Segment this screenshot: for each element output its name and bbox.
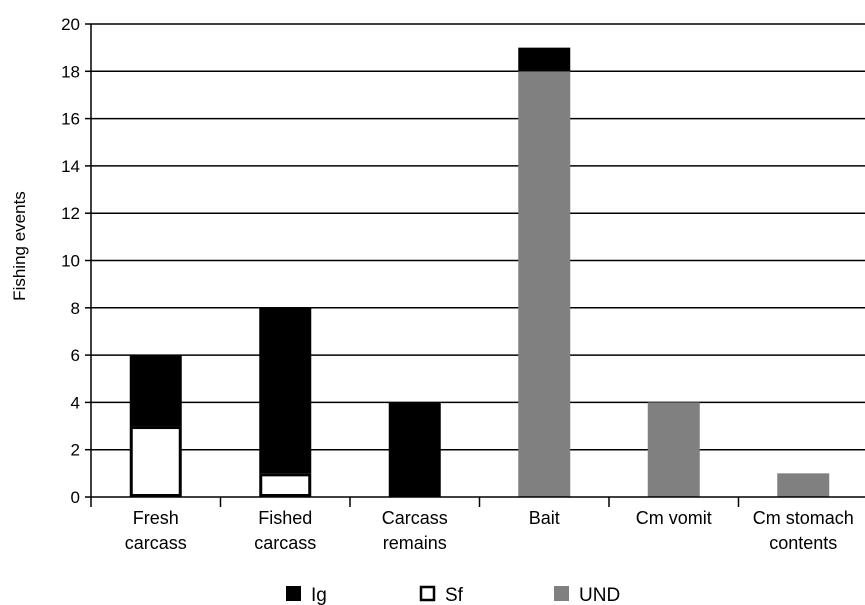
y-tick-label: 4 xyxy=(71,393,80,412)
bars xyxy=(129,47,830,498)
bar-segment-und xyxy=(777,473,830,497)
y-tick-label: 10 xyxy=(61,252,80,271)
legend-label-und: UND xyxy=(579,585,620,605)
category-label: carcass xyxy=(125,533,187,553)
bar-segment-ig xyxy=(518,47,571,72)
y-axis-title: Fishing events xyxy=(10,191,29,301)
bar-segment-ig xyxy=(129,355,182,427)
y-tick-label: 14 xyxy=(61,157,80,176)
y-tick-labels: 0 2 4 6 8 10 12 14 16 18 20 xyxy=(61,15,80,507)
axes xyxy=(85,23,865,507)
y-tick-label: 6 xyxy=(71,346,80,365)
category-label: Carcass xyxy=(382,508,448,528)
y-tick-label: 18 xyxy=(61,62,80,81)
bar-segment-und xyxy=(647,402,700,497)
category-label: Fresh xyxy=(133,508,179,528)
category-label: Fished xyxy=(258,508,312,528)
y-tick-label: 0 xyxy=(71,488,80,507)
legend-swatch-sf xyxy=(419,585,436,602)
x-category-labels: Fresh carcass Fished carcass Carcass remains B… xyxy=(125,508,854,553)
category-label: remains xyxy=(383,533,447,553)
y-tick-label: 16 xyxy=(61,110,80,129)
bar-segment-ig xyxy=(388,402,441,497)
bar-segment-ig xyxy=(259,307,312,474)
category-label: Bait xyxy=(529,508,560,528)
legend-swatch-und xyxy=(554,586,569,601)
bar-segment-sf xyxy=(259,473,312,498)
category-label: contents xyxy=(769,533,837,553)
y-tick-label: 8 xyxy=(71,299,80,318)
bar-segment-sf xyxy=(129,426,182,497)
y-tick-label: 2 xyxy=(71,441,80,460)
category-label: Cm vomit xyxy=(636,508,712,528)
y-tick-label: 12 xyxy=(61,204,80,223)
legend-label-sf: Sf xyxy=(445,585,464,605)
bar-segment-und xyxy=(518,71,571,498)
y-tick-label: 20 xyxy=(61,15,80,34)
legend: Ig Sf UND xyxy=(286,585,620,605)
category-label: Cm stomach xyxy=(753,508,854,528)
legend-label-ig: Ig xyxy=(311,585,327,605)
gridlines xyxy=(91,23,865,451)
legend-swatch-ig xyxy=(286,586,301,601)
category-label: carcass xyxy=(254,533,316,553)
